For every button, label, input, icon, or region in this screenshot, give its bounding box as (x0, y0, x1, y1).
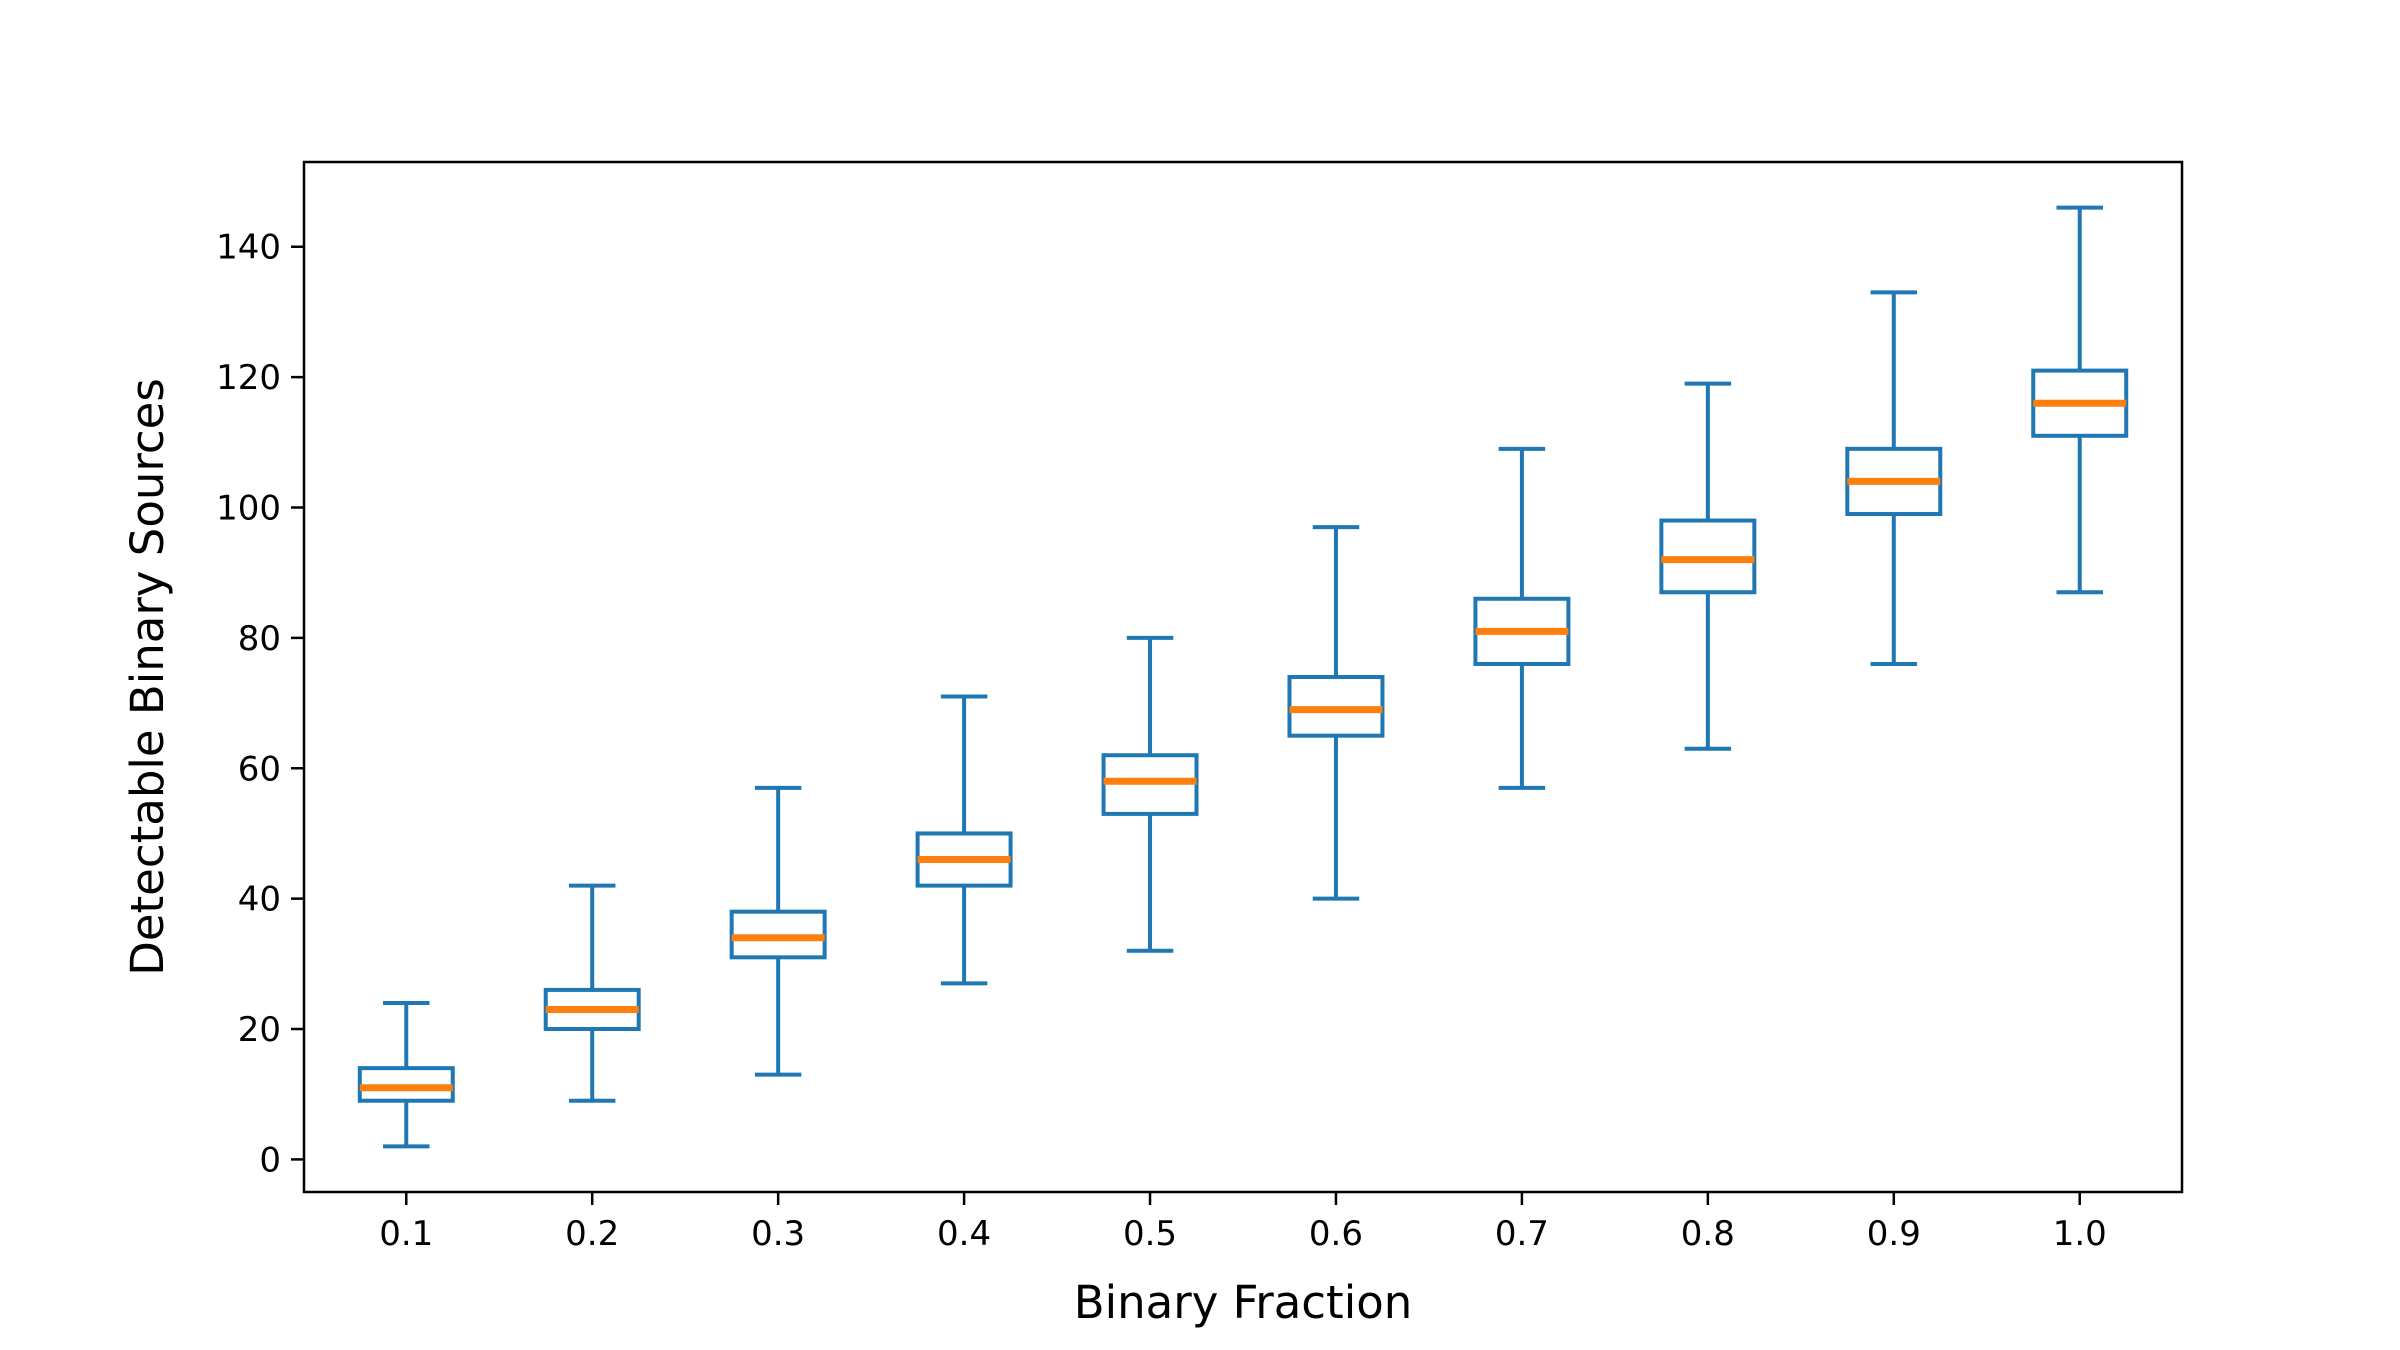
box-0.5 (1101, 635, 1199, 953)
x-axis-ticks: 0.1 0.2 0.3 0.4 0.5 0.6 0.7 0.8 0.9 1.0 (379, 1192, 2107, 1254)
y-axis-label: Detectable Binary Sources (121, 378, 174, 976)
box-0.6 (1287, 525, 1385, 901)
y-tick-label: 60 (238, 749, 281, 789)
box-0.3 (729, 785, 827, 1077)
plot-area (357, 205, 2129, 1149)
x-axis-label: Binary Fraction (1074, 1276, 1413, 1329)
x-tick-label: 0.8 (1681, 1214, 1735, 1254)
y-tick-label: 0 (259, 1140, 281, 1180)
y-axis-ticks: 0 20 40 60 80 100 120 140 (216, 228, 304, 1180)
box-0.2 (543, 883, 641, 1103)
x-tick-label: 0.6 (1309, 1214, 1363, 1254)
x-tick-label: 0.3 (751, 1214, 805, 1254)
y-tick-label: 120 (216, 358, 281, 398)
x-tick-label: 0.7 (1495, 1214, 1549, 1254)
x-tick-label: 0.5 (1123, 1214, 1177, 1254)
y-tick-label: 140 (216, 228, 281, 268)
y-tick-label: 20 (238, 1010, 281, 1050)
axes-frame (302, 160, 2184, 1194)
box-0.9 (1845, 290, 1943, 666)
box-0.1 (357, 1000, 455, 1149)
x-tick-label: 0.1 (379, 1214, 433, 1254)
x-tick-label: 1.0 (2053, 1214, 2107, 1254)
y-tick-label: 40 (238, 880, 281, 920)
x-tick-label: 0.2 (565, 1214, 619, 1254)
box-0.7 (1473, 446, 1571, 790)
box-0.4 (915, 694, 1013, 986)
box-0.8 (1659, 381, 1757, 751)
y-tick-label: 100 (216, 489, 281, 529)
box-1.0 (2031, 205, 2129, 595)
x-tick-label: 0.4 (937, 1214, 991, 1254)
y-tick-label: 80 (238, 619, 281, 659)
x-tick-label: 0.9 (1867, 1214, 1921, 1254)
